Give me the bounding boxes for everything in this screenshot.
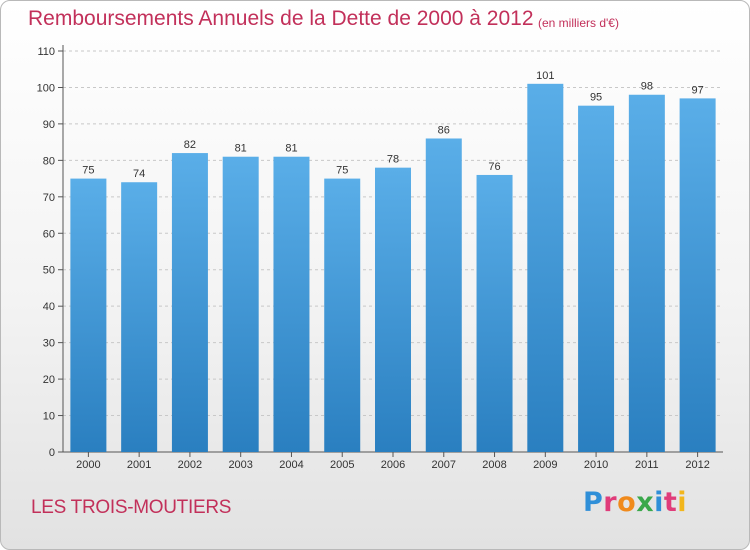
y-tick-label: 60	[43, 228, 55, 240]
x-tick-label-2012: 2012	[685, 459, 709, 471]
value-label-2008: 76	[488, 161, 500, 173]
proxiti-logo: Proxiti	[583, 487, 687, 518]
bar-2003	[222, 156, 259, 452]
value-label-2006: 78	[387, 154, 399, 166]
logo-letter: o	[617, 487, 637, 518]
value-label-2002: 82	[184, 139, 196, 151]
value-label-2001: 74	[133, 168, 145, 180]
bar-2005	[324, 178, 361, 452]
value-label-2005: 75	[336, 165, 348, 177]
bar-2002	[171, 153, 208, 452]
y-tick-label: 10	[43, 411, 55, 423]
bar-2009	[527, 83, 564, 453]
unit-note: (en milliers d'€)	[538, 16, 619, 30]
bar-2012	[679, 98, 716, 453]
logo-letter: t	[663, 487, 678, 518]
x-tick-label-2002: 2002	[178, 459, 202, 471]
x-tick-label-2004: 2004	[279, 459, 303, 471]
value-labels: 75 74 82 81 81 75 78 86 76 101 95 98 97	[82, 70, 703, 180]
axes: 0 10 20 30 40 50 60 70 80 90 100 110 2000 2001 2002 200…	[37, 45, 723, 471]
bar-2006	[375, 167, 411, 452]
y-tick-label: 90	[43, 119, 55, 131]
x-tick-label-2001: 2001	[127, 459, 151, 471]
bar-2010	[578, 105, 615, 452]
value-label-2000: 75	[82, 165, 94, 177]
commune-name: LES TROIS-MOUTIERS	[31, 497, 232, 518]
x-tick-label-2007: 2007	[432, 459, 456, 471]
bar-2011	[628, 94, 665, 452]
y-tick-label: 80	[43, 155, 55, 167]
y-tick-label: 20	[43, 374, 55, 386]
logo-letter: x	[636, 487, 655, 518]
y-tick-label: 0	[49, 447, 55, 459]
logo-letter: P	[583, 487, 604, 518]
value-label-2003: 81	[235, 143, 247, 155]
x-tick-label-2010: 2010	[584, 459, 608, 471]
bars	[70, 83, 716, 453]
x-tick-label-2005: 2005	[330, 459, 354, 471]
value-label-2009: 101	[536, 70, 554, 82]
y-tick-label: 30	[43, 338, 55, 350]
y-tick-label: 40	[43, 301, 55, 313]
value-label-2010: 95	[590, 92, 602, 104]
y-tick-label: 110	[37, 46, 55, 58]
y-tick-label: 70	[43, 192, 55, 204]
x-tick-label-2011: 2011	[635, 459, 659, 471]
bar-2007	[425, 138, 462, 452]
x-tick-label-2000: 2000	[76, 459, 100, 471]
logo-letter: i	[654, 487, 664, 518]
value-label-2007: 86	[438, 124, 450, 136]
y-tick-label: 100	[37, 82, 55, 94]
bar-2000	[70, 178, 107, 452]
y-tick-label: 50	[43, 265, 55, 277]
bar-2008	[476, 174, 513, 453]
bar-2004	[273, 156, 310, 452]
value-label-2004: 81	[285, 143, 297, 155]
logo-letter: r	[603, 487, 618, 518]
value-label-2011: 98	[641, 81, 653, 93]
x-tick-label-2009: 2009	[533, 459, 557, 471]
logo-letter: i	[677, 487, 688, 518]
chart-title: Remboursements Annuels de la Dette de 20…	[28, 7, 534, 30]
x-tick-label-2003: 2003	[228, 459, 252, 471]
value-label-2012: 97	[691, 84, 703, 96]
bar-2001	[121, 182, 158, 452]
x-tick-label-2006: 2006	[381, 459, 405, 471]
x-tick-label-2008: 2008	[482, 459, 506, 471]
